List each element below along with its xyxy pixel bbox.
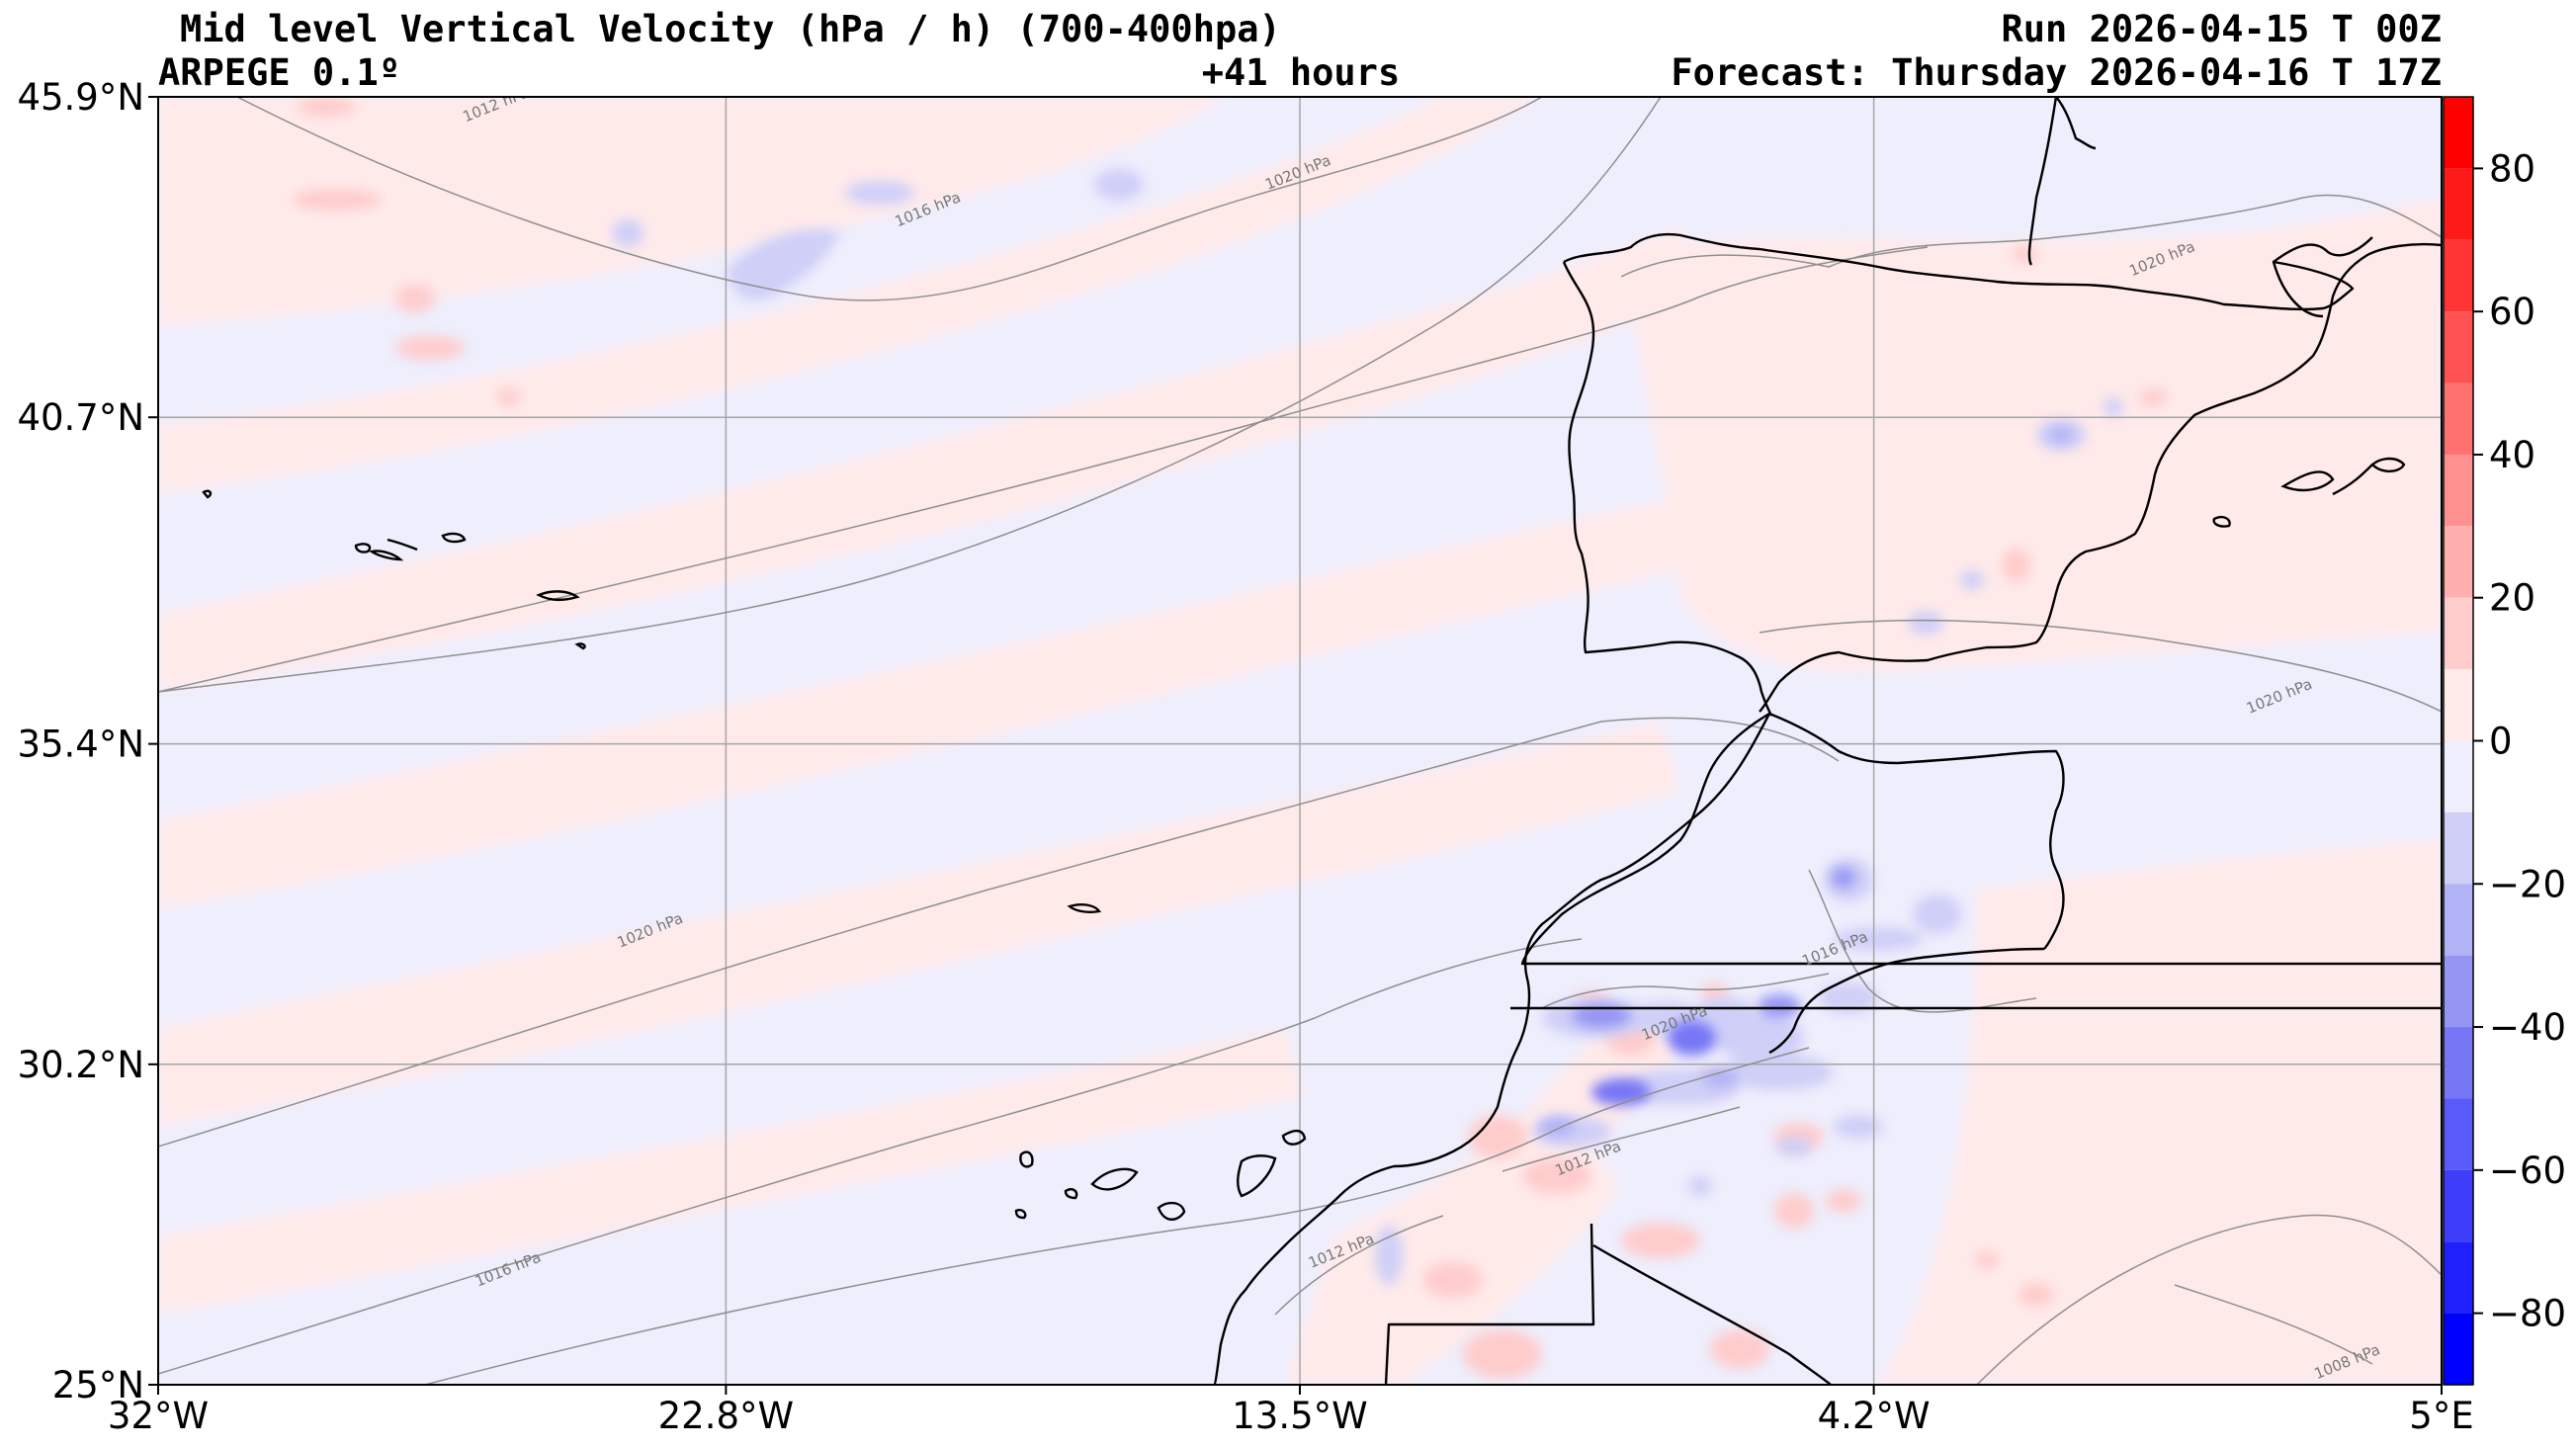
lon-tick-label: 4.2°W <box>1818 1395 1931 1437</box>
isobar-1012-atlas <box>1502 1106 1741 1172</box>
bay-of-biscay-coast <box>2027 97 2058 266</box>
colorbar-tick-label: −40 <box>2489 1006 2566 1049</box>
colorbar-bin-6 <box>2444 526 2473 598</box>
isobar-1020-central <box>158 717 1840 1148</box>
colorbar-tick-label: 80 <box>2489 147 2535 190</box>
azores-island-3 <box>368 550 404 561</box>
islands <box>202 457 2406 1221</box>
ibiza-island <box>2212 515 2231 528</box>
isobar-1016-south <box>158 938 1583 1375</box>
colorbar-bin-2 <box>2444 239 2473 312</box>
coastlines <box>1212 97 2442 1385</box>
isobar-1008-southeast <box>1976 1214 2442 1385</box>
canary-el-hierro <box>1014 1209 1027 1220</box>
isobar-1020-iberia <box>1620 194 2442 278</box>
colorbar-bin-14 <box>2444 1098 2473 1170</box>
colorbar-tick-label: 60 <box>2489 291 2535 333</box>
isobar-1012-sahara <box>1274 1215 1444 1316</box>
isobar-1020-northwest <box>158 97 1662 693</box>
isobar-1008-corner <box>2174 1284 2373 1365</box>
isobar-1020-mediterranean <box>1759 619 2442 713</box>
lat-tick-label: 35.4°N <box>17 724 144 766</box>
colorbar-bin-4 <box>2444 383 2473 455</box>
forecast-label: Forecast: Thursday 2026-04-16 T 17Z <box>1671 51 2442 94</box>
azores-island-1 <box>202 489 213 499</box>
isobar-1016-northwest <box>236 97 1543 301</box>
colorbar-bin-7 <box>2444 597 2473 670</box>
map-axes: 45.9°N 40.7°N 35.4°N 30.2°N 25°N32°W 22.8°W 13… <box>17 76 2473 1437</box>
colorbar-bin-9 <box>2444 740 2473 812</box>
madeira-island <box>1067 903 1102 913</box>
run-label: Run 2026-04-15 T 00Z <box>2001 8 2442 50</box>
azores-island-5 <box>441 532 467 544</box>
isobar-lines <box>158 97 2442 1385</box>
lat-tick-label: 45.9°N <box>17 76 144 119</box>
lat-tick-label: 25°N <box>52 1364 144 1406</box>
colorbar-tick-label: 0 <box>2489 721 2513 763</box>
colorbar-tick-label: −80 <box>2489 1293 2566 1335</box>
colorbar: 80 60 40 20 0 −20 −40 −60 −80 <box>2443 96 2566 1386</box>
isobar-1020-atlas <box>1541 973 1830 1009</box>
canary-la-gomera <box>1064 1187 1078 1200</box>
north-africa-coast <box>1768 712 2065 950</box>
lon-tick-label: 5°E <box>2409 1395 2473 1437</box>
canary-fuerteventura <box>1237 1154 1277 1198</box>
colorbar-bin-1 <box>2444 168 2473 240</box>
canary-lanzarote <box>1281 1129 1307 1146</box>
lon-tick-label: 22.8°W <box>658 1395 794 1437</box>
azores-island-4 <box>386 538 418 552</box>
colorbar-bin-12 <box>2444 955 2473 1028</box>
east-south-iberia-coast <box>1759 242 2442 713</box>
colorbar-bin-15 <box>2444 1169 2473 1242</box>
canary-la-palma <box>1019 1150 1034 1168</box>
strong-negative-cells <box>1539 427 2073 1137</box>
lead-time-label: +41 hours <box>1202 51 1400 94</box>
north-iberia-coast <box>1563 233 2355 318</box>
mallorca-island <box>2370 457 2406 472</box>
negative-velocity-cells <box>612 169 2123 1285</box>
menorca-channel <box>2332 464 2373 496</box>
gulf-of-lion-coast <box>2273 236 2373 263</box>
colorbar-tick-label: −20 <box>2489 863 2566 905</box>
colorbar-bin-11 <box>2444 884 2473 956</box>
balearic-island <box>2280 470 2335 492</box>
algeria-border <box>1768 947 2045 1055</box>
lat-tick-label: 40.7°N <box>17 396 144 439</box>
azores-island-7 <box>574 642 586 650</box>
strong-positive-cells <box>292 97 2167 1379</box>
colorbar-bin-3 <box>2444 311 2473 383</box>
azores-island-2 <box>354 543 372 554</box>
colorbar-bin-0 <box>2444 97 2473 169</box>
chart-title: Mid level Vertical Velocity (hPa / h) (7… <box>180 8 1281 50</box>
lat-tick-label: 30.2°N <box>17 1044 144 1086</box>
colorbar-tick-label: 20 <box>2489 577 2535 620</box>
colorbar-bin-13 <box>2444 1027 2473 1099</box>
colorbar-bin-17 <box>2444 1313 2473 1385</box>
colorbar-bin-8 <box>2444 669 2473 741</box>
model-label: ARPEGE 0.1º <box>158 51 400 94</box>
colorbar-bin-5 <box>2444 454 2473 527</box>
canary-gran-canaria <box>1157 1201 1186 1221</box>
isobar-1016-north <box>158 246 1929 693</box>
colorbar-tick-label: 40 <box>2489 434 2535 476</box>
mauritania-border <box>1592 1243 1832 1385</box>
western-sahara-border <box>1384 1223 1595 1385</box>
lon-tick-label: 13.5°W <box>1232 1395 1367 1437</box>
morocco-atlantic-coast <box>1212 713 1771 1385</box>
canary-tenerife <box>1090 1167 1139 1191</box>
colorbar-bin-16 <box>2444 1241 2473 1314</box>
map-gridlines <box>158 97 2442 1385</box>
portugal-coast <box>1562 261 1773 717</box>
isobar-1012-south <box>424 1047 1810 1385</box>
colorbar-bin-10 <box>2444 811 2473 885</box>
france-coast <box>2055 97 2097 150</box>
lon-tick-label: 32°W <box>108 1395 209 1437</box>
azores-island-6 <box>536 590 580 601</box>
colorbar-tick-label: −60 <box>2489 1150 2566 1192</box>
